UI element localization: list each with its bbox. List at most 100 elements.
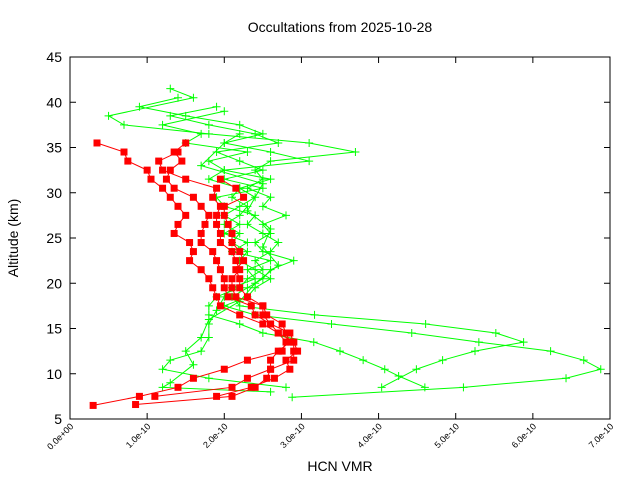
data-point-square (189, 374, 197, 382)
data-point-plus (181, 347, 190, 356)
data-point-plus (235, 120, 244, 129)
data-point-square (282, 338, 290, 346)
data-point-square (189, 248, 197, 256)
data-point-plus (243, 238, 252, 247)
y-axis-label: Altitude (km) (5, 199, 21, 278)
data-point-square (290, 356, 298, 364)
data-point-square (170, 184, 178, 192)
data-point-square (236, 284, 244, 292)
y-tick-label: 30 (46, 185, 62, 201)
data-point-square (216, 202, 224, 210)
data-point-square (189, 193, 197, 201)
y-tick-label: 35 (46, 140, 62, 156)
series-6 (166, 102, 429, 392)
data-point-square (228, 392, 236, 400)
data-point-square (147, 175, 155, 183)
data-point-square (209, 248, 217, 256)
y-tick-label: 40 (46, 94, 62, 110)
data-point-plus (235, 129, 244, 138)
data-point-square (216, 239, 224, 247)
data-point-plus (204, 315, 213, 324)
data-point-square (278, 320, 286, 328)
data-point-square (170, 148, 178, 156)
data-point-square (186, 257, 194, 265)
data-point-plus (158, 120, 167, 129)
data-point-plus (258, 166, 267, 175)
data-point-square (243, 374, 251, 382)
data-point-plus (258, 265, 267, 274)
data-point-plus (438, 356, 447, 365)
data-point-square (93, 139, 101, 147)
data-point-square (197, 239, 205, 247)
data-point-plus (282, 383, 290, 392)
data-point-square (251, 311, 259, 319)
data-point-square (286, 338, 294, 346)
series-2 (151, 148, 294, 400)
series-4 (104, 84, 528, 392)
data-point-square (263, 311, 271, 319)
data-point-plus (579, 356, 588, 365)
data-point-plus (166, 111, 175, 120)
plot-frame (69, 56, 611, 420)
data-point-plus (266, 387, 275, 396)
data-point-square (274, 347, 282, 355)
data-point-square (286, 365, 294, 373)
data-point-square (232, 266, 240, 274)
data-point-square (232, 293, 240, 301)
data-point-plus (274, 138, 283, 147)
data-point-square (232, 257, 240, 265)
data-point-plus (546, 347, 555, 356)
data-point-square (155, 157, 163, 165)
y-tick-label: 20 (46, 275, 62, 291)
data-point-plus (251, 129, 260, 138)
data-point-plus (310, 310, 319, 319)
data-point-square (232, 184, 240, 192)
data-point-square (259, 302, 267, 310)
data-point-square (174, 220, 182, 228)
data-point-plus (174, 93, 182, 102)
data-point-square (236, 248, 244, 256)
data-point-square (290, 347, 298, 355)
data-point-square (282, 356, 290, 364)
data-point-square (201, 220, 209, 228)
data-point-plus (204, 374, 213, 383)
data-point-square (213, 293, 221, 301)
data-point-plus (235, 202, 244, 211)
data-point-square (182, 139, 190, 147)
data-point-plus (266, 157, 275, 166)
data-point-plus (266, 175, 275, 184)
data-point-square (213, 257, 221, 265)
series-line (139, 97, 603, 398)
series-line (107, 88, 524, 388)
data-point-square (216, 229, 224, 237)
series-1 (132, 139, 298, 409)
data-point-square (209, 284, 217, 292)
data-point-plus (258, 229, 267, 238)
series-layer (89, 84, 605, 409)
y-tick-label: 5 (54, 411, 62, 427)
data-point-plus (251, 279, 260, 288)
y-tick-label: 10 (46, 366, 62, 382)
data-point-plus (197, 347, 206, 356)
data-point-square (197, 202, 205, 210)
x-tick-label: 7.0e-10 (587, 421, 616, 450)
data-point-plus (421, 319, 430, 328)
data-point-square (213, 392, 221, 400)
data-point-square (216, 302, 224, 310)
x-tick-label: 3.0e-10 (278, 421, 307, 450)
data-point-plus (197, 129, 206, 138)
data-point-square (124, 157, 132, 165)
data-point-square (205, 275, 213, 283)
data-point-plus (204, 129, 213, 138)
data-point-plus (274, 261, 283, 270)
data-point-plus (212, 306, 221, 315)
data-point-square (282, 329, 290, 337)
data-point-plus (235, 220, 244, 229)
data-point-square (294, 347, 302, 355)
data-point-plus (519, 338, 528, 347)
data-point-plus (351, 148, 360, 157)
data-point-plus (212, 102, 221, 111)
data-point-square (259, 320, 267, 328)
data-point-square (166, 193, 174, 201)
